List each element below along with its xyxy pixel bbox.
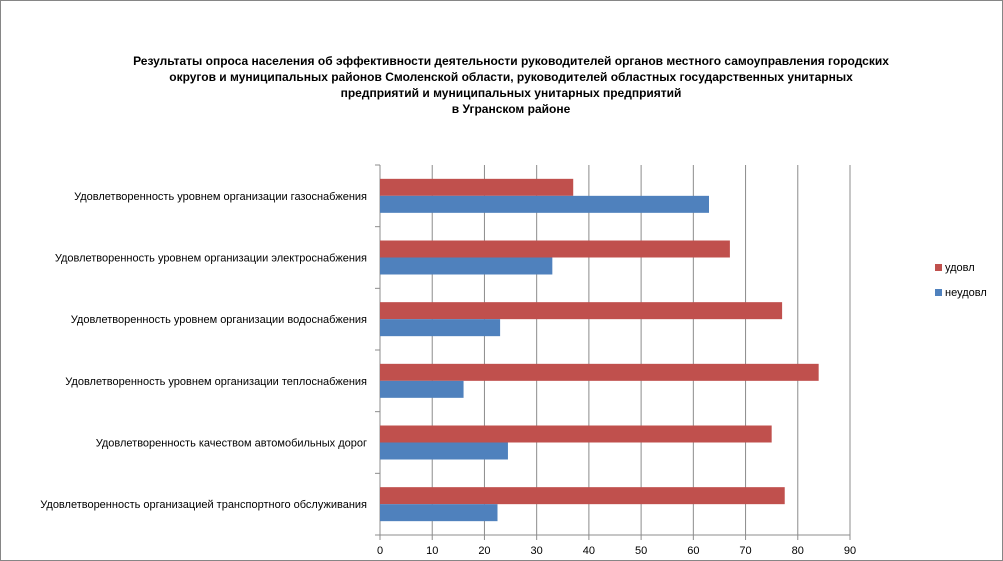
category-label-2: Удовлетворенность уровнем организации во… bbox=[71, 314, 367, 326]
x-tick-label-8: 80 bbox=[792, 545, 804, 557]
chart-title-line-1: Результаты опроса населения об эффективн… bbox=[133, 54, 889, 68]
x-tick-label-6: 60 bbox=[687, 545, 699, 557]
chart-title-line-2: округов и муниципальных районов Смоленск… bbox=[169, 70, 853, 84]
bar-неудовл-1 bbox=[380, 257, 553, 275]
bar-удовл-4 bbox=[380, 425, 772, 443]
x-tick-label-4: 40 bbox=[583, 545, 595, 557]
x-tick-label-1: 10 bbox=[426, 545, 438, 557]
x-tick-label-5: 50 bbox=[635, 545, 647, 557]
x-tick-label-9: 90 bbox=[844, 545, 856, 557]
category-label-3: Удовлетворенность уровнем организации те… bbox=[65, 376, 367, 388]
x-tick-label-3: 30 bbox=[531, 545, 543, 557]
legend-label-неудовл: неудовл bbox=[945, 287, 987, 299]
bar-удовл-1 bbox=[380, 240, 730, 258]
bar-неудовл-5 bbox=[380, 504, 498, 522]
legend-swatch-удовл bbox=[935, 264, 942, 271]
bar-удовл-5 bbox=[380, 487, 785, 505]
legend-swatch-неудовл bbox=[935, 289, 942, 296]
category-label-1: Удовлетворенность уровнем организации эл… bbox=[55, 253, 367, 265]
chart-title: Результаты опроса населения об эффективн… bbox=[61, 53, 961, 117]
bar-неудовл-2 bbox=[380, 319, 501, 337]
bar-удовл-2 bbox=[380, 302, 783, 320]
category-label-5: Удовлетворенность организацией транспорт… bbox=[40, 499, 367, 511]
x-tick-label-2: 20 bbox=[478, 545, 490, 557]
bar-удовл-0 bbox=[380, 178, 574, 196]
legend-label-удовл: удовл bbox=[945, 262, 975, 274]
category-label-0: Удовлетворенность уровнем организации га… bbox=[74, 191, 367, 203]
bar-неудовл-3 bbox=[380, 380, 464, 398]
bar-удовл-3 bbox=[380, 363, 819, 381]
category-label-4: Удовлетворенность качеством автомобильны… bbox=[96, 438, 367, 450]
bar-неудовл-4 bbox=[380, 442, 508, 460]
x-tick-label-7: 70 bbox=[739, 545, 751, 557]
bar-неудовл-0 bbox=[380, 195, 709, 213]
chart-title-line-3: предприятий и муниципальных унитарных пр… bbox=[340, 86, 682, 100]
x-tick-label-0: 0 bbox=[377, 545, 383, 557]
chart-title-line-4: в Угранском районе bbox=[451, 102, 571, 116]
